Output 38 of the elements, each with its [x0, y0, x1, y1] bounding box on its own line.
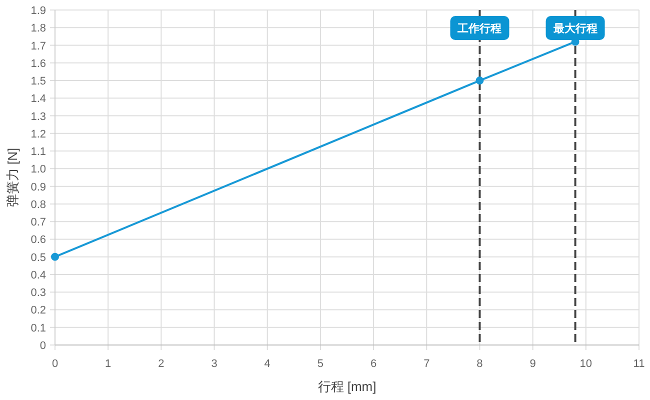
ref-line-label: 最大行程 [552, 22, 598, 35]
x-tick-label: 6 [370, 358, 377, 370]
x-tick-label: 10 [580, 358, 592, 370]
y-tick-label: 1.3 [30, 110, 46, 123]
y-tick-label: 1.8 [30, 22, 46, 35]
y-tick-label: 0.7 [30, 216, 46, 229]
y-tick-label: 1.5 [30, 76, 46, 88]
y-tick-label: 1.2 [30, 128, 46, 140]
y-tick-label: 0.2 [30, 304, 46, 317]
x-axis-title: 行程 [mm] [318, 379, 376, 394]
y-axis-title: 弹簧力 [N] [5, 148, 20, 208]
x-tick-label: 7 [424, 358, 430, 370]
y-tick-label: 1.6 [30, 58, 46, 70]
y-tick-label: 0 [40, 340, 46, 352]
x-tick-label: 5 [317, 358, 324, 370]
y-tick-label: 0.5 [30, 252, 46, 264]
ref-label: 工作行程 [450, 16, 510, 40]
x-tick-label: 11 [633, 358, 645, 370]
x-tick-label: 0 [52, 358, 58, 370]
ref-label: 最大行程 [546, 16, 605, 40]
y-tick-label: 0.6 [30, 234, 46, 246]
x-tick-label: 3 [211, 358, 218, 370]
y-tick-label: 0.8 [30, 198, 46, 211]
x-tick-label: 8 [476, 358, 483, 370]
y-tick-label: 1.1 [30, 146, 46, 158]
y-tick-label: 1.4 [30, 93, 46, 106]
x-tick-label: 4 [264, 358, 270, 370]
x-tick-label: 2 [158, 358, 164, 370]
y-tick-label: 0.1 [30, 322, 46, 334]
x-tick-label: 1 [105, 358, 112, 370]
y-tick-label: 1.7 [30, 40, 46, 52]
y-tick-label: 0.3 [30, 287, 46, 300]
y-tick-label: 1.0 [30, 164, 46, 176]
y-tick-label: 1.9 [30, 5, 46, 17]
x-tick-label: 9 [530, 358, 536, 370]
ref-line-label: 工作行程 [456, 22, 502, 35]
y-tick-label: 0.9 [30, 181, 46, 194]
y-tick-label: 0.4 [30, 269, 46, 282]
